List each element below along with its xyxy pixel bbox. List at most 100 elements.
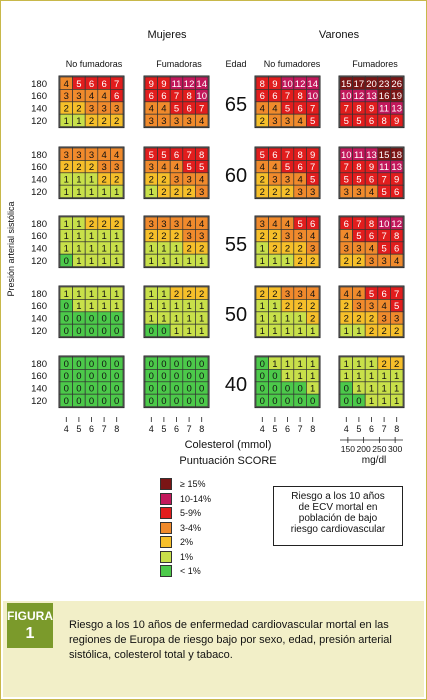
risk-cell-value: 1 (89, 289, 94, 300)
risk-cell-value: 2 (297, 301, 302, 312)
legend-swatch (160, 507, 172, 519)
risk-cell-value: 12 (295, 79, 306, 90)
risk-cell-value: 2 (101, 219, 106, 230)
risk-cell-value: 0 (260, 384, 265, 395)
risk-cell-value: 1 (114, 244, 119, 255)
sbp-tick-label: 140 (31, 384, 47, 395)
mgdl-label: mg/dl (361, 455, 387, 466)
risk-cell-value: 7 (285, 150, 290, 161)
risk-cell-value: 15 (379, 150, 390, 161)
info-box: Riesgo a los 10 años de ECV mortal en po… (273, 486, 403, 546)
risk-cell-value: 0 (101, 384, 106, 395)
risk-cell-value: 1 (285, 326, 290, 337)
risk-cell-value: 0 (89, 371, 94, 382)
sbp-tick-label: 180 (31, 150, 47, 161)
risk-cell-value: 10 (341, 91, 352, 102)
risk-cell-value: 2 (174, 289, 179, 300)
legend-swatch (160, 478, 172, 490)
risk-cell-value: 3 (285, 231, 290, 242)
x-axis-label: Colesterol (mmol) (184, 439, 272, 451)
risk-cell-value: 2 (310, 256, 315, 267)
risk-cell-value: 0 (161, 396, 166, 407)
cholesterol-tick-label: 5 (76, 424, 81, 434)
age-label: 55 (225, 234, 247, 256)
risk-cell-value: 9 (369, 162, 374, 173)
risk-cell-value: 2 (174, 187, 179, 198)
risk-cell-value: 2 (272, 187, 277, 198)
risk-cell-value: 8 (369, 219, 374, 230)
risk-cell (306, 113, 320, 127)
sbp-tick-label: 140 (31, 104, 47, 115)
risk-cell (110, 113, 124, 127)
risk-cell-value: 1 (381, 384, 386, 395)
risk-cell-value: 0 (89, 396, 94, 407)
risk-cell-value: 0 (186, 371, 191, 382)
risk-cell-value: 8 (260, 79, 265, 90)
grid-frame (338, 285, 405, 339)
risk-cell-value: 1 (356, 326, 361, 337)
risk-cell-value: 5 (297, 219, 302, 230)
sbp-tick-label: 160 (31, 162, 47, 173)
sbp-tick-label: 120 (31, 256, 47, 267)
grid-frame (338, 215, 405, 269)
risk-cell (390, 393, 404, 407)
legend-label: 10-14% (180, 493, 212, 504)
risk-cell-value: 0 (297, 384, 302, 395)
risk-cell-value: 4 (114, 150, 119, 161)
legend-row: 3-4% (160, 521, 270, 535)
legend-swatch (160, 492, 172, 505)
risk-cell-value: 4 (369, 187, 374, 198)
figure-word: FIGURA (7, 609, 53, 623)
mgdl-tick-label: 250 (372, 444, 386, 454)
risk-cell-value: 1 (76, 187, 81, 198)
risk-cell-value: 1 (89, 187, 94, 198)
risk-cell-value: 0 (114, 326, 119, 337)
risk-cell-value: 2 (161, 231, 166, 242)
grid-frame (254, 285, 321, 339)
risk-cell-value: 2 (394, 326, 399, 337)
risk-cell-value: 1 (186, 326, 191, 337)
risk-cell-value: 2 (174, 231, 179, 242)
risk-cell-value: 1 (285, 314, 290, 325)
risk-cell-value: 5 (260, 150, 265, 161)
risk-cell-value: 3 (114, 104, 119, 115)
sbp-tick-label: 160 (31, 231, 47, 242)
risk-cell-value: 1 (297, 314, 302, 325)
risk-cell-value: 2 (186, 244, 191, 255)
risk-cell-value: 1 (64, 187, 69, 198)
risk-cell-value: 1 (344, 326, 349, 337)
risk-cell-value: 2 (356, 314, 361, 325)
risk-cell-value: 0 (310, 396, 315, 407)
risk-cell-value: 1 (114, 301, 119, 312)
risk-cell (390, 113, 404, 127)
risk-cell-value: 2 (297, 244, 302, 255)
grid-frame (338, 355, 405, 409)
risk-cell-value: 0 (285, 384, 290, 395)
risk-cell-value: 1 (89, 301, 94, 312)
risk-cell-value: 1 (272, 301, 277, 312)
grid-frame (58, 355, 125, 409)
risk-cell-value: 4 (272, 219, 277, 230)
risk-cell-value: 1 (199, 314, 204, 325)
risk-cell-value: 7 (381, 175, 386, 186)
risk-cell-value: 3 (310, 187, 315, 198)
risk-cell-value: 9 (369, 104, 374, 115)
risk-cell-value: 2 (369, 314, 374, 325)
risk-cell-value: 2 (76, 162, 81, 173)
risk-cell-value: 0 (64, 396, 69, 407)
risk-cell-value: 5 (356, 175, 361, 186)
risk-cell-value: 2 (161, 175, 166, 186)
info-box-line-3: población de bajo (298, 513, 378, 524)
risk-cell-value: 0 (199, 384, 204, 395)
risk-cell-value: 7 (114, 79, 119, 90)
risk-cell-value: 0 (272, 384, 277, 395)
risk-cell-value: 11 (354, 150, 364, 161)
legend-label: 3-4% (180, 522, 202, 533)
risk-cell-value: 7 (381, 231, 386, 242)
risk-cell (110, 393, 124, 407)
risk-cell-value: 3 (310, 244, 315, 255)
risk-cell-value: 0 (76, 359, 81, 370)
risk-cell-value: 3 (260, 219, 265, 230)
risk-cell-value: 20 (366, 79, 377, 90)
risk-cell-value: 0 (199, 396, 204, 407)
